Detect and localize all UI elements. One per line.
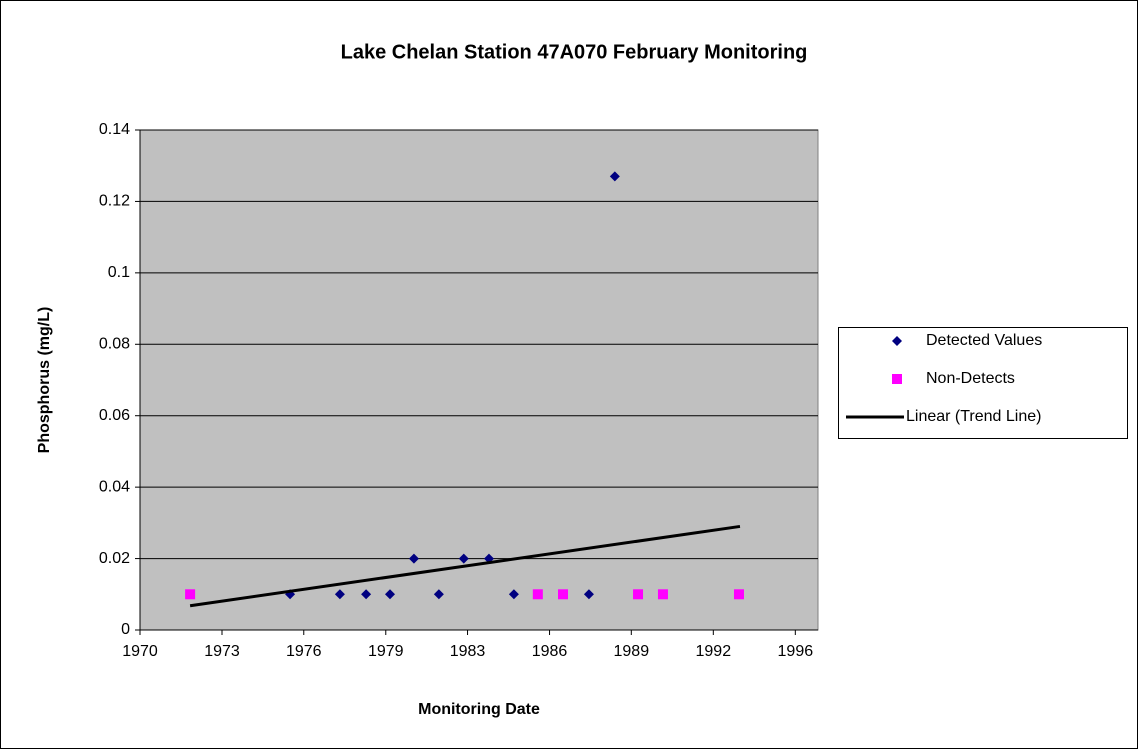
- y-tick-label: 0.14: [99, 121, 130, 138]
- legend-swatch: [892, 374, 902, 384]
- x-axis-label: Monitoring Date: [418, 701, 540, 718]
- x-tick-label: 1992: [696, 643, 732, 660]
- data-point: [185, 589, 196, 600]
- data-point: [508, 589, 519, 600]
- data-point: [657, 589, 668, 600]
- trend-line: [189, 524, 741, 608]
- data-point: [633, 589, 644, 600]
- x-tick-label: 1979: [368, 643, 404, 660]
- x-tick-label: 1976: [286, 643, 322, 660]
- x-tick-label: 1973: [204, 643, 240, 660]
- chart-title: Lake Chelan Station 47A070 February Moni…: [341, 41, 808, 63]
- x-tick-label: 1996: [778, 643, 814, 660]
- legend-label: Linear (Trend Line): [906, 408, 1041, 425]
- data-point: [733, 589, 744, 600]
- plot-area: [139, 129, 819, 631]
- x-tick-label: 1983: [450, 643, 486, 660]
- data-point: [361, 589, 372, 600]
- legend-label: Non-Detects: [926, 370, 1015, 387]
- x-tick-label: 1989: [614, 643, 650, 660]
- x-tick-label: 1970: [122, 643, 158, 660]
- data-point: [408, 553, 419, 564]
- y-tick-label: 0.08: [99, 336, 130, 353]
- data-point: [532, 589, 543, 600]
- y-tick-label: 0.06: [99, 407, 130, 424]
- legend-label: Detected Values: [926, 332, 1042, 349]
- legend-box: [838, 327, 1128, 439]
- y-tick-label: 0: [121, 621, 130, 638]
- x-tick-label: 1986: [532, 643, 568, 660]
- y-tick-label: 0.02: [99, 550, 130, 567]
- data-point: [334, 589, 345, 600]
- data-point: [458, 553, 469, 564]
- data-point: [433, 589, 444, 600]
- y-axis-label: Phosphorus (mg/L): [36, 307, 53, 454]
- data-point: [558, 589, 569, 600]
- data-point: [385, 589, 396, 600]
- data-point: [583, 589, 594, 600]
- y-tick-label: 0.1: [108, 264, 130, 281]
- data-point: [609, 171, 620, 182]
- y-tick-label: 0.12: [99, 193, 130, 210]
- y-tick-label: 0.04: [99, 478, 130, 495]
- legend-swatch: [892, 336, 902, 346]
